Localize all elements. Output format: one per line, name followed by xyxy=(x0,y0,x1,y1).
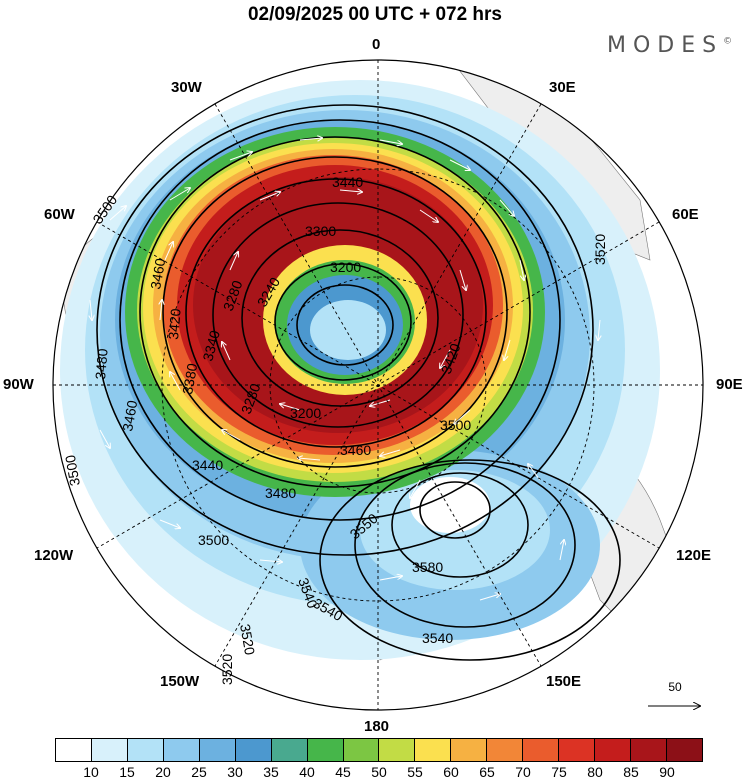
contour-label: 3520 xyxy=(219,654,235,685)
reference-vector-arrow xyxy=(648,680,710,720)
colorbar-swatch xyxy=(487,739,524,761)
contour-label: 3440 xyxy=(332,174,363,190)
colorbar-swatch xyxy=(235,739,272,761)
contour-label: 3460 xyxy=(147,257,168,291)
contour-label: 3440 xyxy=(192,457,223,473)
colorbar-tick-label: 35 xyxy=(263,764,279,780)
lon-label-90w: 90W xyxy=(3,376,34,393)
brand-copyright: © xyxy=(723,36,733,47)
colorbar xyxy=(55,738,703,762)
colorbar-tick-label: 70 xyxy=(515,764,531,780)
lon-label-120w: 120W xyxy=(34,547,74,564)
colorbar-tick-label: 80 xyxy=(587,764,603,780)
colorbar-swatch xyxy=(56,739,92,761)
colorbar-tick-label: 50 xyxy=(371,764,387,780)
colorbar-swatch xyxy=(127,739,164,761)
contour-label: 3480 xyxy=(92,348,111,381)
lon-label-180: 180 xyxy=(364,718,390,735)
colorbar-tick-label: 75 xyxy=(551,764,567,780)
contour-label: 3500 xyxy=(198,532,229,548)
colorbar-swatch xyxy=(631,739,667,761)
colorbar-swatch xyxy=(666,739,702,761)
colorbar-swatch xyxy=(523,739,560,761)
colorbar-swatch xyxy=(595,739,631,761)
lon-label-0: 0 xyxy=(372,36,381,53)
brand-logo: MODES© xyxy=(607,33,732,58)
colorbar-tick-label: 90 xyxy=(659,764,675,780)
colorbar-tick-label: 40 xyxy=(299,764,315,780)
contour-label: 3480 xyxy=(265,485,296,501)
colorbar-ticks: 10 15 20 25 30 35 40 45 50 55 60 65 70 75 80 85 90 xyxy=(55,764,703,782)
colorbar-swatch xyxy=(379,739,416,761)
colorbar-swatch xyxy=(307,739,344,761)
contour-label: 3200 xyxy=(290,405,321,421)
lon-label-60e: 60E xyxy=(672,206,699,223)
colorbar-tick-label: 25 xyxy=(191,764,207,780)
lon-label-150w: 150W xyxy=(160,673,200,690)
contour-label: 3580 xyxy=(412,559,443,575)
colorbar-tick-label: 45 xyxy=(335,764,351,780)
lon-label-150e: 150E xyxy=(546,673,582,690)
map-title: 02/09/2025 00 UTC + 072 hrs xyxy=(247,4,503,25)
lon-label-90e: 90E xyxy=(716,376,743,393)
contour-label: 3540 xyxy=(422,630,453,646)
colorbar-swatch xyxy=(415,739,452,761)
colorbar-tick-label: 30 xyxy=(227,764,243,780)
lon-label-120e: 120E xyxy=(676,547,712,564)
colorbar-tick-label: 15 xyxy=(119,764,135,780)
colorbar-swatch xyxy=(163,739,200,761)
map-field xyxy=(53,60,703,710)
colorbar-tick-label: 60 xyxy=(443,764,459,780)
colorbar-tick-label: 10 xyxy=(83,764,99,780)
contour-label: 3420 xyxy=(165,308,184,341)
contour-label: 3300 xyxy=(305,223,336,239)
reference-vector: 50 xyxy=(640,680,710,720)
graticule xyxy=(53,60,703,710)
map-boundary xyxy=(52,59,704,711)
colorbar-swatch xyxy=(199,739,236,761)
colorbar-swatch xyxy=(343,739,380,761)
lon-label-30e: 30E xyxy=(549,79,576,96)
contour-label: 3460 xyxy=(119,399,140,433)
colorbar-swatch xyxy=(559,739,596,761)
colorbar-swatch xyxy=(91,739,128,761)
vortex-core xyxy=(310,300,386,360)
colorbar-swatch xyxy=(271,739,308,761)
contour-label: 3380 xyxy=(179,362,200,396)
height-contours xyxy=(96,104,621,661)
lon-label-60w: 60W xyxy=(44,206,75,223)
colorbar-tick-label: 85 xyxy=(623,764,639,780)
colorbar-tick-label: 55 xyxy=(407,764,423,780)
brand-text: MODES xyxy=(607,33,724,58)
contour-label: 3520 xyxy=(592,234,608,265)
reference-vector-label: 50 xyxy=(668,680,682,694)
contour-label: 3500 xyxy=(440,417,471,433)
contour-label: 3460 xyxy=(340,442,371,458)
contour-label: 3500 xyxy=(62,454,83,488)
contour-label: 3340 xyxy=(199,328,223,362)
contour-label: 3520 xyxy=(237,623,258,657)
wind-vectors xyxy=(90,138,600,601)
colorbar-swatch xyxy=(451,739,488,761)
lon-label-30w: 30W xyxy=(171,79,202,96)
colorbar-tick-label: 20 xyxy=(155,764,171,780)
colorbar-tick-label: 65 xyxy=(479,764,495,780)
contour-label: 3200 xyxy=(330,259,361,275)
